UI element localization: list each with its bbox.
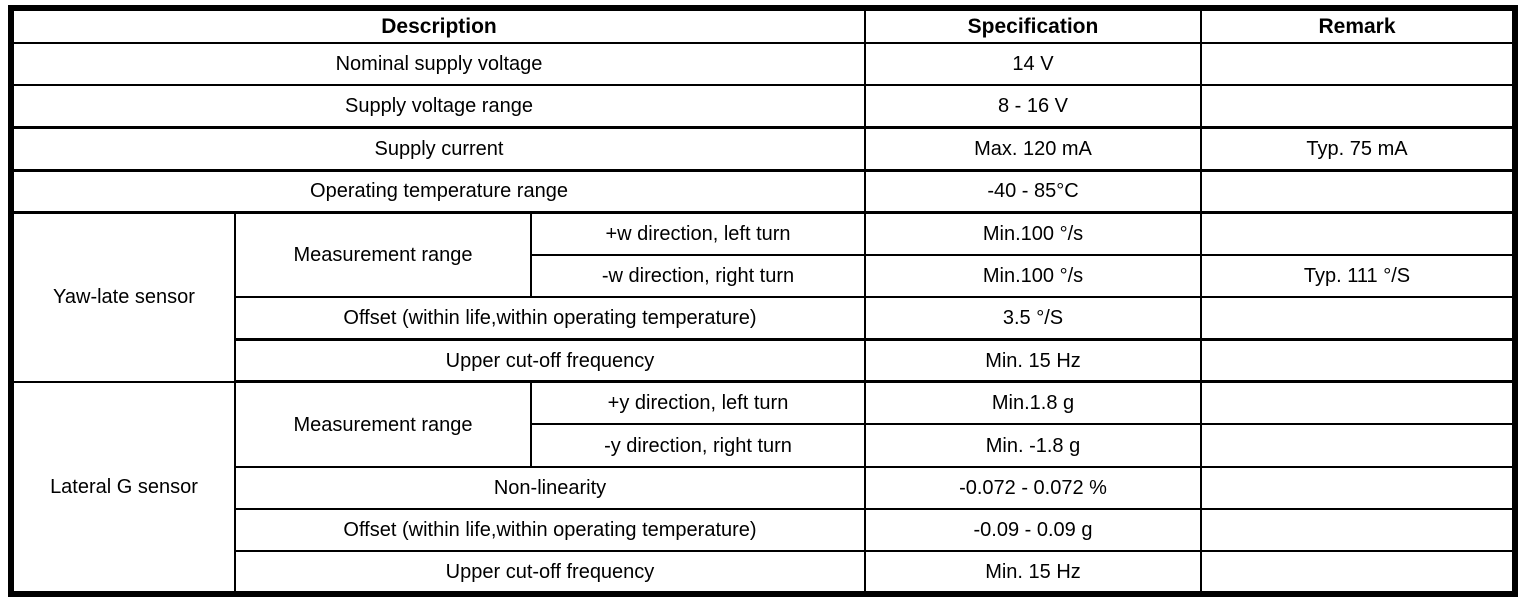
table-row: Operating temperature range -40 - 85°C <box>10 169 1516 214</box>
table-row: Nominal supply voltage 14 V <box>10 41 1516 87</box>
cell-specification: Min. -1.8 g <box>864 423 1202 468</box>
cell-description: Non-linearity <box>234 465 866 511</box>
cell-remark <box>1200 508 1516 553</box>
cell-sensor-name: Yaw-late sensor <box>10 211 236 383</box>
table-row: Offset (within life,within operating tem… <box>11 296 1516 342</box>
cell-specification: 14 V <box>864 41 1202 87</box>
cell-specification: 8 - 16 V <box>864 84 1202 130</box>
cell-remark <box>1200 296 1516 342</box>
table-row: Supply current Max. 120 mA Typ. 75 mA <box>10 126 1516 172</box>
table-row: Lateral G sensor Measurement range +y di… <box>10 380 1516 596</box>
cell-direction: -w direction, right turn <box>530 253 866 299</box>
cell-measurement-range-label: Measurement range <box>234 380 532 468</box>
specification-table: Description Specification Remark Nominal… <box>8 5 1518 597</box>
cell-remark <box>1200 465 1516 511</box>
cell-description: Upper cut-off frequency <box>234 338 866 384</box>
cell-specification: Max. 120 mA <box>864 126 1202 172</box>
cell-remark <box>1200 41 1516 87</box>
cell-description: Supply voltage range <box>10 84 866 130</box>
cell-direction: +y direction, left turn <box>530 380 866 426</box>
table-row: -y direction, right turn Min. -1.8 g <box>11 423 1516 468</box>
cell-specification: 3.5 °/S <box>864 296 1202 342</box>
cell-remark: Typ. 111 °/S <box>1200 253 1516 299</box>
table-row: -w direction, right turn Min.100 °/s Typ… <box>11 253 1516 299</box>
cell-remark <box>1200 423 1516 468</box>
table-row: Non-linearity -0.072 - 0.072 % <box>11 465 1516 511</box>
cell-sensor-name: Lateral G sensor <box>10 380 236 596</box>
cell-remark <box>1200 550 1516 595</box>
cell-direction: -y direction, right turn <box>530 423 866 468</box>
header-description: Description <box>10 7 866 44</box>
cell-remark <box>1200 338 1516 384</box>
cell-specification: -0.09 - 0.09 g <box>864 508 1202 553</box>
cell-description: Offset (within life,within operating tem… <box>234 508 866 553</box>
cell-remark <box>1200 380 1516 426</box>
cell-specification: Min. 15 Hz <box>864 550 1202 595</box>
table-header-row: Description Specification Remark <box>10 7 1516 44</box>
cell-specification: Min. 15 Hz <box>864 338 1202 384</box>
cell-specification: Min.100 °/s <box>864 253 1202 299</box>
table-row: Upper cut-off frequency Min. 15 Hz <box>11 338 1516 384</box>
cell-measurement-range-label: Measurement range <box>234 211 532 299</box>
cell-remark <box>1200 84 1516 130</box>
cell-remark: Typ. 75 mA <box>1200 126 1516 172</box>
cell-direction: +w direction, left turn <box>530 211 866 256</box>
cell-specification: Min.1.8 g <box>864 380 1202 426</box>
table-row: Offset (within life,within operating tem… <box>11 508 1516 553</box>
cell-specification: -0.072 - 0.072 % <box>864 465 1202 511</box>
table-row: Supply voltage range 8 - 16 V <box>10 84 1516 130</box>
cell-description: Offset (within life,within operating tem… <box>234 296 866 342</box>
cell-description: Nominal supply voltage <box>10 41 866 87</box>
cell-specification: -40 - 85°C <box>864 169 1202 214</box>
table-row: Upper cut-off frequency Min. 15 Hz <box>11 550 1516 595</box>
cell-description: Operating temperature range <box>10 169 866 214</box>
cell-remark <box>1200 211 1516 256</box>
cell-description: Upper cut-off frequency <box>234 550 866 595</box>
header-specification: Specification <box>864 7 1202 44</box>
cell-description: Supply current <box>10 126 866 172</box>
cell-specification: Min.100 °/s <box>864 211 1202 256</box>
header-remark: Remark <box>1200 7 1516 44</box>
cell-remark <box>1200 169 1516 214</box>
table-row: Yaw-late sensor Measurement range +w dir… <box>10 211 1516 383</box>
